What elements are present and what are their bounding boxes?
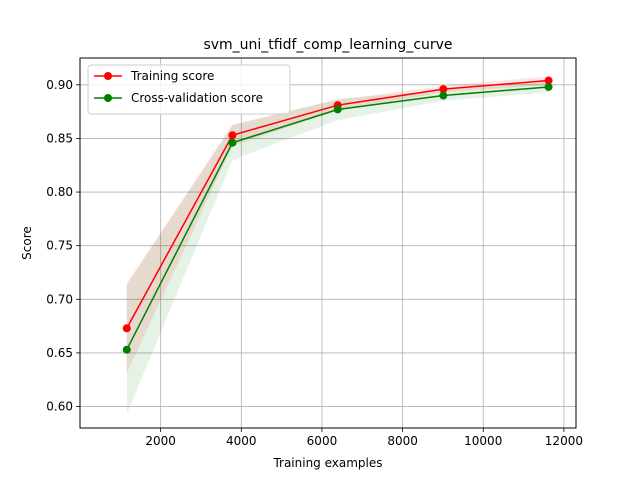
x-tick-label: 6000 [307,434,338,448]
y-tick-label: 0.80 [46,185,73,199]
chart-title: svm_uni_tfidf_comp_learning_curve [203,37,452,53]
legend: Training score Cross-validation score [87,64,291,115]
x-tick-label: 2000 [145,434,176,448]
x-tick-label: 4000 [226,434,257,448]
data-point-training [544,76,553,85]
series-lines [122,76,553,354]
legend-box [87,64,291,115]
data-point-training [122,324,131,333]
x-axis-title: Training examples [272,456,382,470]
legend-cv-marker [104,94,112,102]
x-tick-label: 12000 [545,434,583,448]
x-tick-label: 10000 [464,434,502,448]
y-tick-label: 0.70 [46,292,73,306]
y-tick-label: 0.85 [46,131,73,145]
y-tick-label: 0.75 [46,239,73,253]
x-tick-label: 8000 [387,434,418,448]
y-tick-label: 0.65 [46,346,73,360]
data-point-training [228,131,237,140]
data-point-cv [333,105,342,114]
data-point-cv [122,345,131,354]
data-point-training [439,85,448,94]
legend-cv-label: Cross-validation score [131,91,263,105]
legend-training-label: Training score [130,69,214,83]
y-axis-title: Score [20,226,34,260]
plot-area-frame [79,57,577,429]
y-tick-label: 0.60 [46,400,73,414]
y-tick-label: 0.90 [46,78,73,92]
legend-training-marker [104,72,112,80]
axis-ticks: 2000 4000 6000 8000 10000 12000 0.60 0.65 0.70 0.… [46,78,583,448]
data-point-cv [439,91,448,100]
data-point-cv [228,138,237,147]
grid [80,58,576,428]
data-point-cv [544,82,553,91]
